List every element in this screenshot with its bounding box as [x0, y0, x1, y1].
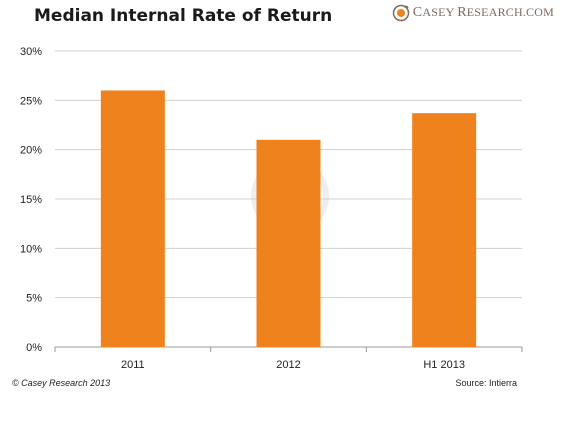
x-tick-label: 2012 [276, 359, 300, 371]
y-tick-label: 25% [20, 95, 42, 107]
y-tick-label: 0% [26, 342, 42, 354]
y-tick-label: 5% [26, 293, 42, 305]
chart-title: Median Internal Rate of Return [34, 6, 333, 26]
y-tick-label: 30% [20, 46, 42, 58]
bar [100, 90, 165, 347]
x-tick-label: H1 2013 [423, 359, 465, 371]
y-tick-label: 10% [20, 243, 42, 255]
y-tick-label: 15% [20, 194, 42, 206]
bar [256, 139, 321, 347]
casey-research-logo-icon [392, 4, 410, 22]
casey-research-logo: CASEY RESEARCH.COM [392, 4, 554, 22]
logo-text: CASEY RESEARCH.COM [412, 5, 554, 20]
x-tick-label: 2011 [121, 359, 145, 371]
bar [412, 113, 477, 347]
y-tick-label: 20% [20, 145, 42, 157]
source-note: Source: Intierra [455, 378, 517, 388]
copyright-note: © Casey Research 2013 [12, 378, 111, 388]
